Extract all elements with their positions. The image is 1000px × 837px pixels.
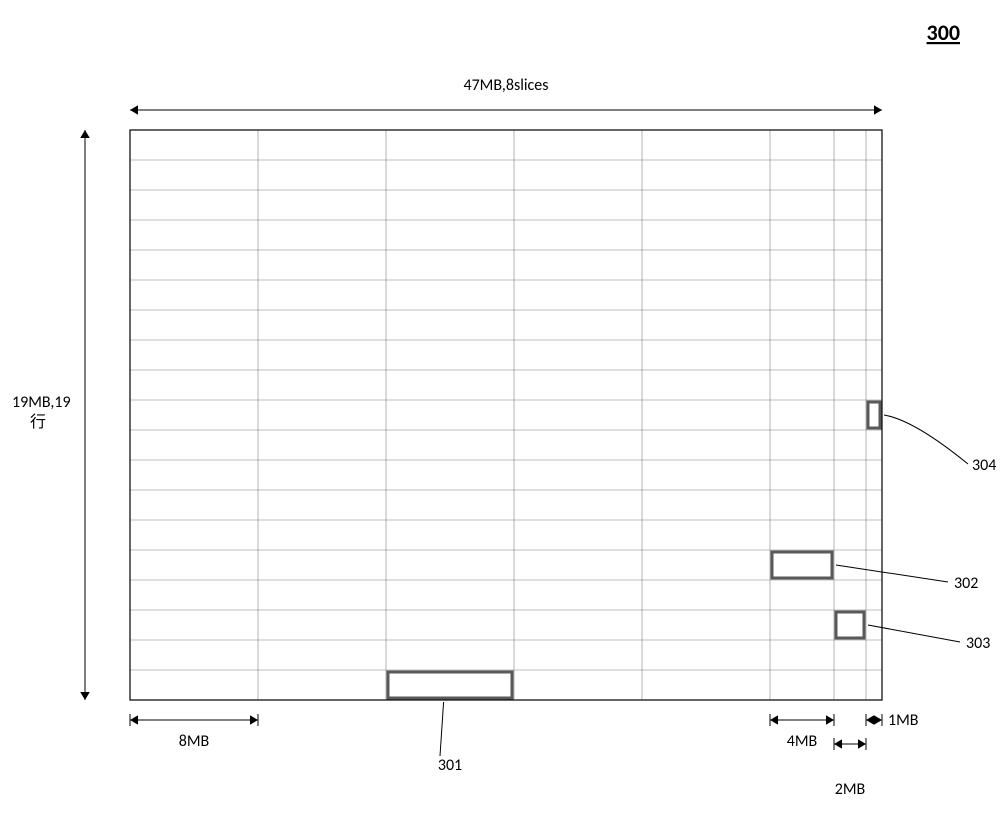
dim-label-8MB: 8MB <box>179 732 210 751</box>
width-label: 47MB,8slices <box>463 76 548 95</box>
grid <box>130 130 882 700</box>
callout-box-304 <box>868 402 880 428</box>
diagram-canvas: 300 47MB,8slices 19MB,19行 301 302 303 304 8MB 4M… <box>0 0 1000 837</box>
callout-box-301 <box>388 672 512 698</box>
callout-label-304: 304 <box>972 456 996 475</box>
callout-label-301: 301 <box>438 756 462 775</box>
figure-number: 300 <box>927 19 960 46</box>
callout-label-303: 303 <box>966 634 990 653</box>
callout-box-302 <box>772 552 832 578</box>
dim-label-1MB: 1MB <box>888 711 919 730</box>
dim-label-4MB: 4MB <box>787 732 818 751</box>
height-label-2: 行 <box>30 413 46 432</box>
dim-label-2MB: 2MB <box>835 780 866 799</box>
callout-box-303 <box>836 612 864 638</box>
height-label-1: 19MB,19 <box>12 393 71 412</box>
callout-label-302: 302 <box>954 574 978 593</box>
